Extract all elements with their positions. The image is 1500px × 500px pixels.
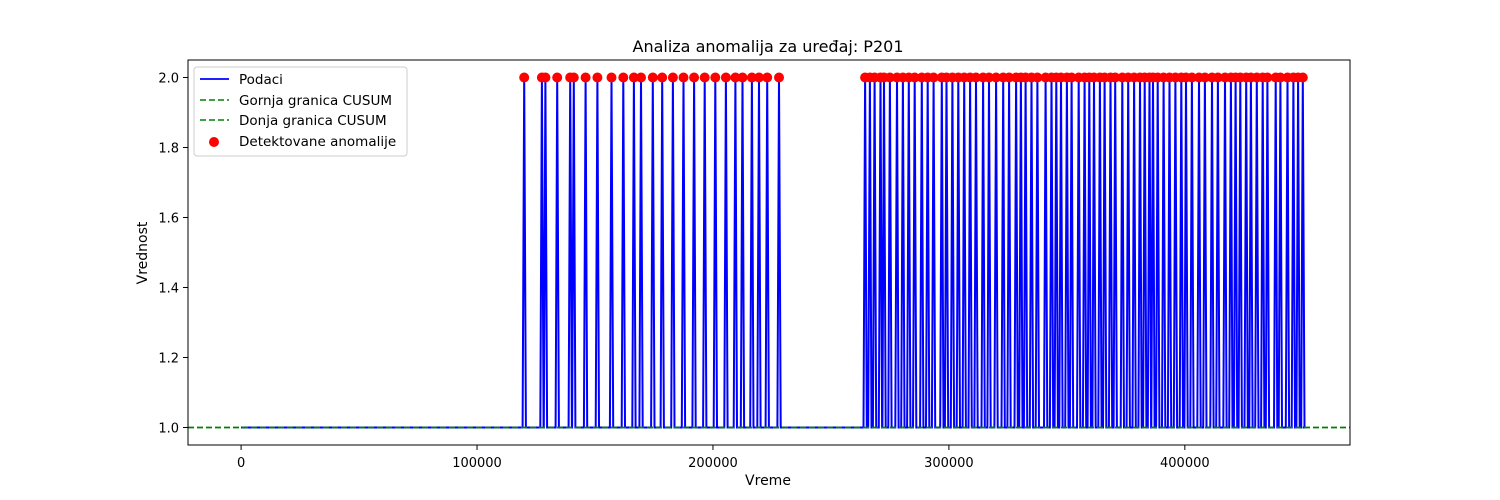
anomaly-point [754, 72, 764, 83]
legend-swatch-anomalije [209, 137, 219, 147]
y-tick-label: 1.6 [158, 212, 179, 227]
anomaly-point [552, 72, 563, 83]
x-tick-label: 200000 [688, 456, 738, 471]
y-axis: 1.0 1.2 1.4 1.6 1.8 2.0 [158, 72, 188, 437]
anomaly-point [628, 72, 639, 83]
anomaly-point [710, 72, 721, 83]
anomaly-point [1199, 72, 1210, 83]
y-tick-label: 1.0 [158, 422, 179, 437]
y-tick-label: 2.0 [158, 72, 179, 87]
y-tick-label: 1.4 [158, 282, 179, 297]
anomaly-point [606, 72, 617, 83]
anomaly-point [884, 72, 895, 83]
anomaly-point [1275, 72, 1286, 83]
x-tick-label: 300000 [924, 456, 974, 471]
x-tick-label: 0 [237, 456, 245, 471]
legend-label-podaci: Podaci [239, 72, 283, 88]
anomaly-point [909, 72, 920, 83]
anomaly-point [568, 72, 579, 83]
anomaly-point [678, 72, 689, 83]
anomaly-point [1110, 72, 1121, 83]
anomaly-point [1212, 72, 1223, 83]
anomaly-point [592, 72, 603, 83]
anomaly-point [737, 72, 748, 83]
x-tick-label: 400000 [1160, 456, 1210, 471]
anomaly-point [580, 72, 591, 83]
anomaly-point [657, 72, 668, 83]
anomaly-point [1032, 72, 1043, 83]
anomaly-point [746, 72, 757, 83]
legend: Podaci Gornja granica CUSUM Donja granic… [193, 66, 408, 157]
anomaly-point [519, 72, 530, 83]
anomaly-point [774, 72, 784, 83]
anomaly-point [647, 72, 658, 83]
legend-label-gornja: Gornja granica CUSUM [239, 93, 392, 109]
anomaly-point [762, 72, 773, 83]
x-axis: 0 100000 200000 300000 400000 [237, 445, 1210, 471]
anomaly-point [618, 72, 629, 83]
anomaly-point [1262, 72, 1273, 83]
anomaly-point [540, 72, 551, 83]
anomaly-point [984, 72, 994, 83]
anomaly-point [1297, 72, 1308, 83]
y-axis-title: Vrednost [135, 221, 151, 284]
anomaly-point [1066, 72, 1077, 83]
x-axis-title: Vreme [745, 473, 791, 489]
legend-label-donja: Donja granica CUSUM [239, 113, 387, 129]
chart-title: Analiza anomalija za uređaj: P201 [633, 37, 904, 56]
x-tick-label: 100000 [452, 456, 502, 471]
anomaly-point [1004, 72, 1015, 83]
y-tick-label: 1.2 [158, 352, 179, 367]
legend-label-anomalije: Detektovane anomalije [239, 134, 396, 150]
plot-area [188, 72, 1350, 429]
anomaly-point [971, 72, 981, 83]
legend-box [193, 66, 408, 157]
anomaly-point [720, 72, 731, 83]
anomaly-point [636, 72, 646, 83]
anomaly-point [667, 72, 678, 83]
y-tick-label: 1.8 [158, 142, 179, 157]
anomaly-point [730, 72, 741, 83]
anomaly-point [1186, 72, 1197, 83]
plot-frame [187, 59, 1351, 446]
anomaly-point [699, 72, 710, 83]
anomaly-point [689, 72, 700, 83]
anomaly-point [928, 72, 939, 83]
anomaly-point [991, 72, 1002, 83]
